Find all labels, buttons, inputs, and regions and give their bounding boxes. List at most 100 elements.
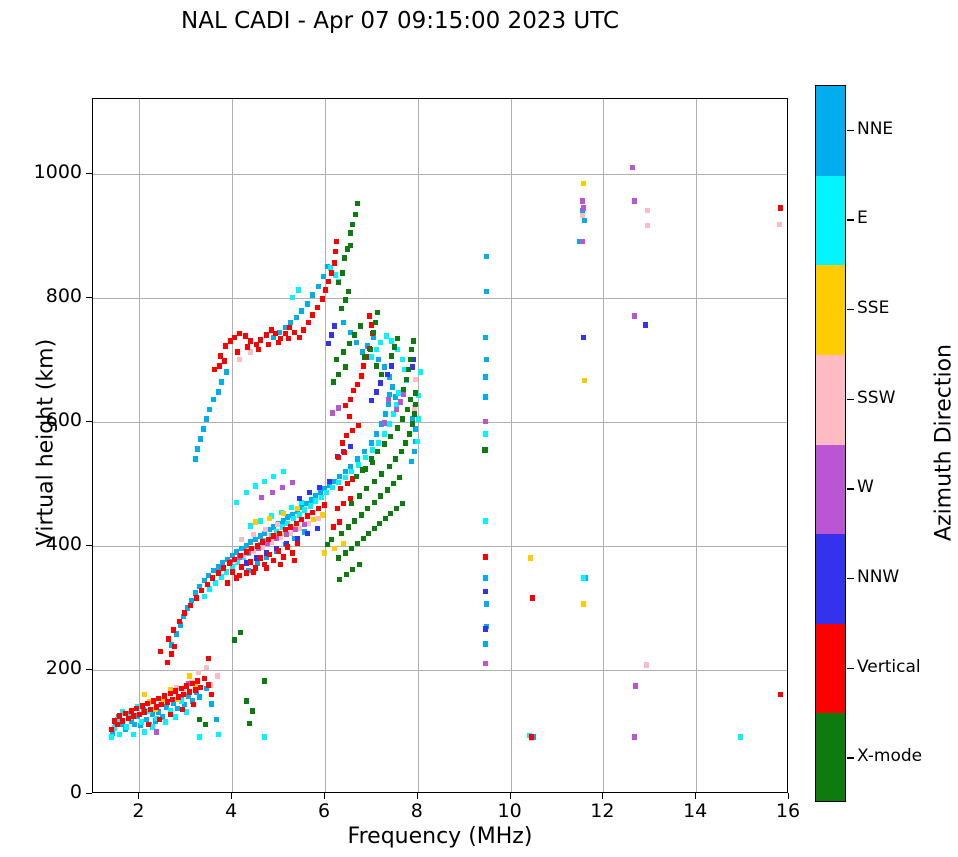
echo-marker-e — [173, 714, 179, 720]
echo-marker-nne — [203, 685, 209, 692]
y-tick — [86, 172, 92, 174]
echo-marker-e — [381, 431, 387, 437]
gridline-vertical — [696, 99, 698, 792]
echo-marker-vertical — [139, 703, 145, 709]
colorbar-tick — [847, 219, 854, 221]
echo-marker-w — [631, 313, 637, 319]
echo-marker-x-mode — [340, 270, 346, 276]
echo-marker-vertical — [212, 366, 218, 373]
echo-marker-x-mode — [325, 541, 331, 548]
gridline-horizontal — [93, 545, 787, 547]
echo-marker-x-mode — [372, 319, 378, 326]
x-tick — [695, 793, 697, 799]
echo-marker-nne — [238, 545, 244, 552]
echo-marker-vertical — [229, 569, 235, 575]
echo-marker-nne — [215, 564, 221, 570]
echo-marker-vertical — [164, 659, 170, 666]
echo-marker-x-mode — [352, 518, 358, 524]
y-axis-label: Virtual height (km) — [33, 338, 59, 547]
echo-marker-vertical — [131, 713, 137, 719]
echo-marker-nne — [211, 567, 217, 574]
echo-marker-vertical — [150, 698, 156, 704]
echo-marker-x-mode — [406, 431, 412, 437]
echo-marker-e — [149, 724, 155, 730]
echo-marker-sse — [322, 550, 328, 556]
echo-marker-w — [264, 540, 270, 547]
echo-marker-vertical — [198, 684, 204, 691]
echo-marker-e — [215, 731, 221, 738]
echo-marker-e — [318, 494, 324, 501]
echo-marker-nnw — [389, 363, 395, 369]
echo-marker-x-mode — [396, 474, 402, 481]
echo-marker-x-mode — [356, 493, 362, 499]
echo-marker-nne — [308, 497, 314, 503]
echo-marker-vertical — [117, 713, 123, 719]
echo-marker-nnw — [315, 525, 321, 532]
colorbar-tick — [847, 757, 854, 759]
echo-marker-e — [368, 354, 374, 360]
echo-marker-nne — [109, 730, 115, 736]
echo-marker-nne — [282, 324, 288, 331]
echo-marker-nne — [174, 705, 180, 712]
x-tick — [231, 793, 233, 799]
echo-marker-x-mode — [232, 637, 238, 643]
colorbar-segment-nnw — [816, 534, 845, 625]
echo-marker-x-mode — [412, 401, 418, 408]
echo-marker-nne — [382, 411, 388, 417]
echo-marker-nne — [169, 642, 175, 648]
echo-marker-nne — [331, 478, 337, 485]
echo-marker-x-mode — [360, 535, 366, 542]
echo-marker-e — [391, 411, 397, 417]
colorbar-segment-x-mode — [816, 713, 845, 801]
plot-area — [92, 98, 788, 793]
echo-marker-x-mode — [347, 230, 353, 236]
gridline-vertical — [603, 99, 605, 792]
echo-marker-sse — [320, 512, 326, 518]
echo-marker-nne — [262, 530, 268, 537]
gridline-vertical — [325, 99, 326, 792]
echo-marker-vertical — [294, 540, 300, 547]
echo-marker-vertical — [232, 556, 238, 563]
echo-marker-nne — [320, 273, 326, 280]
echo-marker-vertical — [336, 454, 342, 461]
echo-marker-vertical — [278, 561, 284, 568]
echo-marker-x-mode — [342, 550, 348, 556]
echo-marker-vertical — [277, 530, 283, 537]
colorbar-segment-nne — [816, 86, 845, 177]
echo-marker-e — [394, 346, 400, 353]
echo-marker-x-mode — [367, 346, 373, 353]
echo-marker-e — [389, 338, 395, 344]
echo-marker-x-mode — [354, 200, 360, 207]
echo-marker-x-mode — [357, 323, 363, 329]
echo-marker-nne — [381, 364, 387, 370]
echo-marker-vertical — [153, 704, 159, 710]
echo-marker-w — [632, 734, 638, 740]
echo-marker-ssw — [645, 222, 651, 229]
echo-marker-x-mode — [353, 211, 359, 218]
echo-marker-sse — [141, 691, 147, 698]
echo-marker-e — [402, 366, 408, 373]
echo-marker-vertical — [342, 402, 348, 409]
echo-marker-e — [342, 474, 348, 481]
echo-marker-nnw — [483, 588, 489, 595]
echo-marker-e — [378, 339, 384, 346]
echo-marker-vertical — [271, 533, 277, 539]
echo-marker-nne — [277, 329, 283, 336]
echo-marker-x-mode — [405, 406, 411, 413]
echo-marker-vertical — [268, 327, 274, 333]
echo-marker-nne — [285, 514, 291, 520]
echo-marker-x-mode — [336, 555, 342, 561]
echo-marker-nne — [257, 533, 263, 539]
echo-marker-e — [363, 454, 369, 461]
echo-marker-x-mode — [379, 371, 385, 378]
echo-marker-e — [197, 734, 203, 740]
echo-marker-x-mode — [393, 456, 399, 462]
echo-marker-nne — [220, 560, 226, 566]
echo-marker-vertical — [238, 564, 244, 570]
echo-marker-nnw — [642, 322, 648, 328]
echo-marker-nne — [186, 693, 192, 699]
echo-marker-w — [279, 484, 285, 491]
echo-marker-x-mode — [354, 540, 360, 547]
y-tick-label: 800 — [45, 284, 82, 307]
echo-marker-w — [336, 405, 342, 411]
